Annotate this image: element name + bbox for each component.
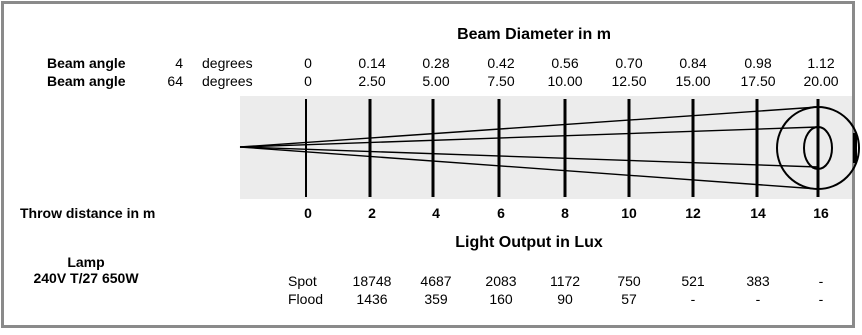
- diagram-background: [240, 96, 852, 199]
- beam-angle-label-2: Beam angle: [47, 73, 126, 89]
- throw-distance-10: 10: [621, 205, 637, 221]
- beam-diameter-title: Beam Diameter in m: [457, 26, 611, 43]
- diameter-64deg-12: 15.00: [675, 73, 711, 89]
- diameter-64deg-6: 7.50: [487, 73, 515, 89]
- flood-lux-16: -: [818, 291, 824, 307]
- beam-angle-unit-2: degrees: [202, 73, 253, 89]
- flood-lux-12: -: [690, 291, 696, 307]
- spot-lux-16: -: [818, 273, 824, 289]
- throw-distance-2: 2: [368, 205, 376, 221]
- beam-angle-value-2: 64: [167, 73, 183, 89]
- spot-lux-14: 383: [746, 273, 770, 289]
- light-output-title: Light Output in Lux: [455, 234, 603, 251]
- beam-angle-label-1: Beam angle: [47, 55, 126, 71]
- diagram-edge-mark: [853, 133, 857, 163]
- flood-lux-6: 160: [489, 291, 513, 307]
- diameter-64deg-0: 0: [304, 73, 312, 89]
- narrow-beam-lower-edge: [239, 146, 819, 168]
- spot-lux-2: 18748: [352, 273, 392, 289]
- diameter-4deg-16: 1.12: [807, 55, 835, 71]
- diameter-4deg-4: 0.28: [422, 55, 450, 71]
- diameter-64deg-14: 17.50: [740, 73, 776, 89]
- flood-lux-4: 359: [424, 291, 448, 307]
- diameter-64deg-16: 20.00: [803, 73, 839, 89]
- spot-label: Spot: [288, 273, 317, 289]
- diameter-4deg-6: 0.42: [487, 55, 515, 71]
- spot-lux-4: 4687: [420, 273, 452, 289]
- spot-lux-6: 2083: [485, 273, 517, 289]
- diameter-4deg-8: 0.56: [551, 55, 579, 71]
- throw-distance-8: 8: [561, 205, 569, 221]
- diameter-64deg-2: 2.50: [358, 73, 386, 89]
- spot-lux-12: 521: [681, 273, 705, 289]
- diameter-4deg-2: 0.14: [358, 55, 386, 71]
- diameter-64deg-10: 12.50: [611, 73, 647, 89]
- flood-lux-14: -: [755, 291, 761, 307]
- throw-distance-0: 0: [304, 205, 312, 221]
- diameter-64deg-8: 10.00: [547, 73, 583, 89]
- diameter-4deg-10: 0.70: [615, 55, 643, 71]
- flood-lux-2: 1436: [356, 291, 388, 307]
- flood-label: Flood: [288, 291, 324, 307]
- flood-lux-10: 57: [621, 291, 637, 307]
- throw-distance-label: Throw distance in m: [20, 205, 156, 221]
- throw-distance-14: 14: [750, 205, 766, 221]
- throw-distance-4: 4: [432, 205, 440, 221]
- diameter-4deg-0: 0: [304, 55, 312, 71]
- throw-distance-16: 16: [813, 205, 829, 221]
- wide-beam-lower-edge: [239, 146, 819, 190]
- beam-angle-unit-1: degrees: [202, 55, 253, 71]
- figure-frame: [1, 1, 855, 328]
- spot-lux-8: 1172: [549, 273, 581, 289]
- throw-distance-12: 12: [685, 205, 701, 221]
- spot-lux-10: 750: [617, 273, 641, 289]
- flood-lux-8: 90: [557, 291, 573, 307]
- lamp-label: Lamp: [67, 254, 105, 270]
- throw-distance-6: 6: [497, 205, 505, 221]
- lamp-type: 240V T/27 650W: [33, 270, 139, 286]
- wide-beam-upper-edge: [239, 106, 819, 148]
- narrow-beam-circle: [803, 126, 833, 170]
- diameter-4deg-12: 0.84: [679, 55, 707, 71]
- diameter-64deg-4: 5.00: [422, 73, 450, 89]
- wide-beam-circle: [776, 106, 860, 190]
- narrow-beam-upper-edge: [239, 126, 819, 148]
- beam-angle-value-1: 4: [175, 55, 183, 71]
- diameter-4deg-14: 0.98: [744, 55, 772, 71]
